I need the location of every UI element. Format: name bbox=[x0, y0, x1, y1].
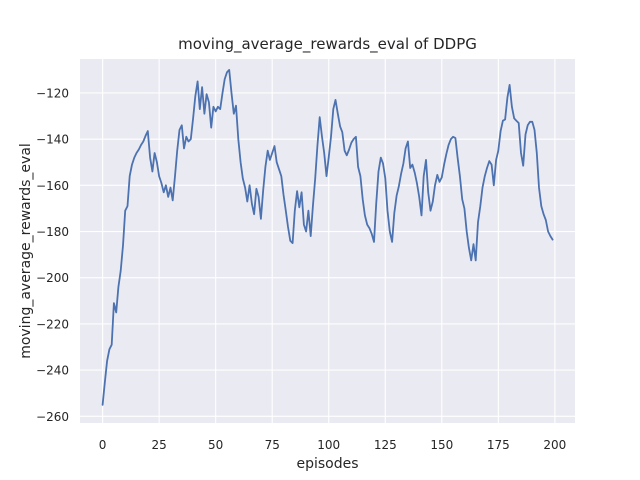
x-tick-label: 75 bbox=[265, 438, 280, 452]
y-tick-label: −120 bbox=[36, 86, 69, 100]
y-tick-label: −180 bbox=[36, 225, 69, 239]
y-tick-label: −260 bbox=[36, 410, 69, 424]
x-tick-label: 0 bbox=[99, 438, 107, 452]
y-tick-label: −200 bbox=[36, 271, 69, 285]
x-tick-label: 175 bbox=[487, 438, 510, 452]
x-axis-label: episodes bbox=[296, 456, 359, 472]
x-tick-label: 125 bbox=[374, 438, 397, 452]
y-tick-label: −160 bbox=[36, 179, 69, 193]
x-tick-label: 200 bbox=[543, 438, 566, 452]
y-axis-label: moving_average_rewards_eval bbox=[18, 143, 34, 359]
axes-background bbox=[80, 59, 575, 423]
x-tick-label: 50 bbox=[208, 438, 223, 452]
x-tick-label: 150 bbox=[430, 438, 453, 452]
y-tick-label: −220 bbox=[36, 317, 69, 331]
x-tick-label: 25 bbox=[152, 438, 167, 452]
chart-title: moving_average_rewards_eval of DDPG bbox=[178, 35, 477, 53]
x-tick-label: 100 bbox=[317, 438, 340, 452]
y-tick-label: −140 bbox=[36, 133, 69, 147]
y-tick-label: −240 bbox=[36, 364, 69, 378]
data-series-line bbox=[101, 69, 554, 406]
